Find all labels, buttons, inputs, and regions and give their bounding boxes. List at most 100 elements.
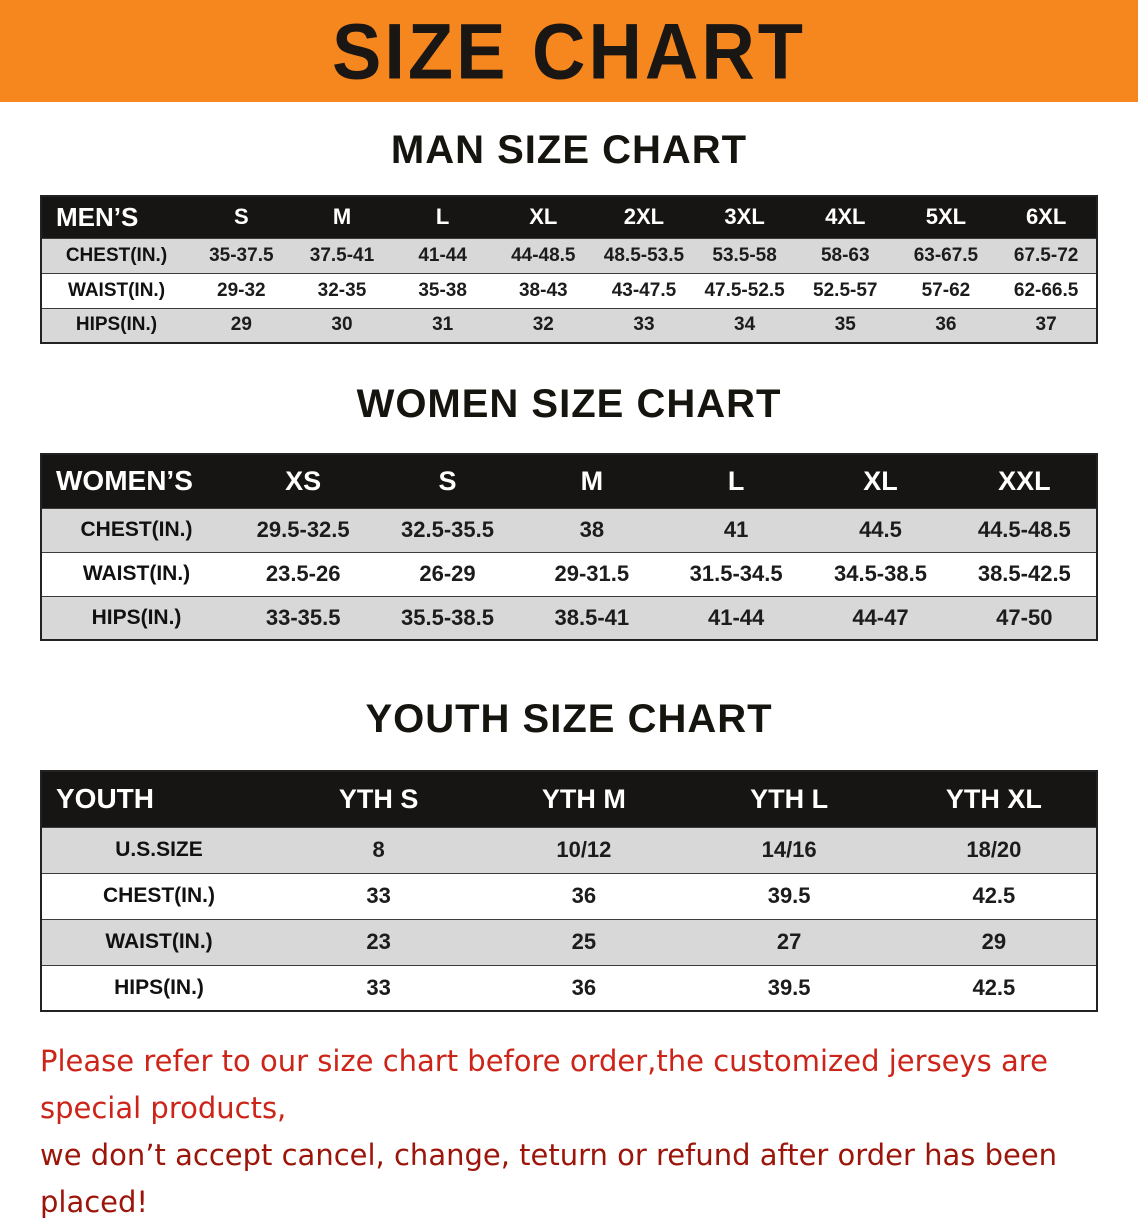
- size-value-cell: 44.5: [859, 517, 902, 542]
- size-value-cell: 37.5-41: [309, 244, 375, 266]
- size-value-cell: 41-44: [418, 244, 467, 266]
- size-value-cell: 44-47: [852, 604, 909, 630]
- size-value-cell: 35: [834, 314, 856, 336]
- size-value-cell: 32: [532, 314, 554, 336]
- table-row: HIPS(IN.) 29 30 31 32 33 34 35 36 37: [41, 308, 1097, 343]
- size-value-cell: 44-48.5: [511, 244, 576, 266]
- men-size-chart-heading: MAN SIZE CHART: [390, 128, 748, 172]
- size-column-header: 4XL: [794, 196, 896, 238]
- table-row: CHEST(IN.) 35-37.5 37.5-41 41-44 44-48.5 48.5…: [41, 238, 1097, 273]
- men-size-chart-section: MAN SIZE CHART MEN’S S M L XL 2XL 3XL 4XL 5XL 6XL…: [0, 128, 1138, 344]
- size-column-header: XXL: [952, 454, 1097, 508]
- youth-size-table: YOUTH YTH S YTH M YTH L YTH XL U.S.SIZE 8 10/12…: [40, 770, 1098, 1012]
- size-value-cell: 27: [776, 929, 802, 954]
- men-size-table: MEN’S S M L XL 2XL 3XL 4XL 5XL 6XL CHEST(IN.) 35-37…: [40, 195, 1098, 344]
- table-row: HIPS(IN.) 33-35.5 35.5-38.5 38.5-41 41-44 44-…: [41, 596, 1097, 640]
- size-column-header: XS: [231, 454, 376, 508]
- size-value-cell: 42.5: [972, 883, 1016, 908]
- size-value-cell: 35.5-38.5: [401, 604, 494, 630]
- size-value-cell: 47-50: [996, 604, 1053, 630]
- women-size-chart-section: WOMEN SIZE CHART WOMEN’S XS S M L XL XXL CHEST(…: [0, 382, 1138, 641]
- size-value-cell: 38.5-41: [554, 604, 630, 630]
- row-label: CHEST(IN.): [103, 884, 215, 907]
- size-value-cell: 25: [571, 929, 597, 954]
- size-value-cell: 38: [579, 517, 605, 542]
- size-value-cell: 26-29: [419, 561, 476, 586]
- size-column-header: 2XL: [593, 196, 695, 238]
- size-column-header: 3XL: [694, 196, 795, 238]
- size-column-header: XL: [492, 196, 594, 238]
- row-label: CHEST(IN.): [65, 244, 168, 266]
- size-value-cell: 23: [366, 929, 391, 954]
- size-column-header: 6XL: [996, 196, 1097, 238]
- size-value-cell: 62-66.5: [1013, 279, 1079, 301]
- row-label: CHEST(IN.): [80, 518, 193, 541]
- size-value-cell: 29.5-32.5: [256, 517, 350, 542]
- size-value-cell: 32.5-35.5: [401, 517, 494, 542]
- size-value-cell: 36: [571, 974, 597, 1000]
- size-value-cell: 44.5-48.5: [977, 517, 1071, 542]
- row-label: WAIST(IN.): [67, 279, 166, 301]
- size-value-cell: 57-62: [921, 279, 971, 301]
- size-value-cell: 35-37.5: [209, 244, 274, 266]
- size-value-cell: 36: [571, 883, 597, 908]
- size-value-cell: 34.5-38.5: [833, 561, 927, 586]
- table-row: WAIST(IN.) 23 25 27 29: [41, 919, 1097, 965]
- size-value-cell: 52.5-57: [813, 279, 878, 301]
- youth-size-chart-heading: YOUTH SIZE CHART: [365, 697, 773, 741]
- size-value-cell: 34: [734, 314, 756, 336]
- size-column-header: L: [663, 454, 809, 508]
- size-value-cell: 31.5-34.5: [689, 561, 783, 586]
- size-value-cell: 41-44: [708, 604, 765, 630]
- size-value-cell: 43-47.5: [611, 279, 677, 301]
- size-value-cell: 36: [935, 314, 957, 336]
- size-column-header: M: [519, 454, 664, 508]
- table-header-row: MEN’S S M L XL 2XL 3XL 4XL 5XL 6XL: [41, 196, 1097, 238]
- size-value-cell: 10/12: [556, 837, 612, 862]
- size-value-cell: 33-35.5: [265, 604, 341, 630]
- size-chart-banner: SIZE CHART: [0, 0, 1138, 102]
- disclaimer-line-2: we don’t accept cancel, change, teturn o…: [40, 1137, 1058, 1219]
- size-value-cell: 47.5-52.5: [704, 279, 785, 301]
- size-value-cell: 29-32: [217, 279, 266, 301]
- size-column-header: YTH XL: [891, 771, 1097, 827]
- row-label: U.S.SIZE: [115, 838, 203, 861]
- table-row: WAIST(IN.) 29-32 32-35 35-38 38-43 43-47.5 47.…: [41, 273, 1097, 308]
- size-value-cell: 30: [331, 314, 353, 336]
- size-column-header: S: [375, 454, 520, 508]
- row-label: HIPS(IN.): [114, 975, 204, 999]
- table-row: CHEST(IN.) 29.5-32.5 32.5-35.5 38 41 44.5 44.5…: [41, 508, 1097, 552]
- size-column-header: XL: [808, 454, 953, 508]
- size-value-cell: 31: [432, 314, 454, 336]
- row-label: WAIST(IN.): [105, 930, 213, 953]
- size-value-cell: 48.5-53.5: [603, 244, 685, 266]
- size-column-header: 5XL: [895, 196, 997, 238]
- table-row: CHEST(IN.) 33 36 39.5 42.5: [41, 873, 1097, 919]
- size-value-cell: 38.5-42.5: [977, 561, 1071, 586]
- size-value-cell: 67.5-72: [1013, 244, 1079, 266]
- size-value-cell: 23.5-26: [265, 561, 341, 586]
- table-header-row: YOUTH YTH S YTH M YTH L YTH XL: [41, 771, 1097, 827]
- size-value-cell: 53.5-58: [712, 244, 777, 266]
- size-value-cell: 18/20: [966, 837, 1022, 862]
- size-value-cell: 32-35: [317, 279, 367, 301]
- size-value-cell: 33: [366, 974, 391, 1000]
- size-value-cell: 58-63: [820, 244, 870, 266]
- table-corner-label: YOUTH: [41, 771, 276, 827]
- size-value-cell: 14/16: [761, 837, 817, 862]
- size-column-header: YTH L: [686, 771, 892, 827]
- youth-size-chart-section: YOUTH SIZE CHART YOUTH YTH S YTH M YTH L YTH…: [0, 697, 1138, 1012]
- table-corner-label: MEN’S: [41, 196, 191, 238]
- row-label: HIPS(IN.): [91, 605, 182, 629]
- row-label: WAIST(IN.): [82, 562, 191, 585]
- size-column-header: L: [392, 196, 493, 238]
- table-row: WAIST(IN.) 23.5-26 26-29 29-31.5 31.5-34.5 34…: [41, 552, 1097, 596]
- size-value-cell: 63-67.5: [913, 244, 979, 266]
- size-value-cell: 39.5: [767, 883, 811, 908]
- size-column-header: YTH S: [276, 771, 482, 827]
- size-value-cell: 29-31.5: [554, 561, 630, 586]
- size-value-cell: 8: [372, 837, 385, 862]
- size-value-cell: 38-43: [518, 279, 568, 301]
- size-value-cell: 33: [366, 883, 391, 908]
- table-corner-label: WOMEN’S: [41, 454, 231, 508]
